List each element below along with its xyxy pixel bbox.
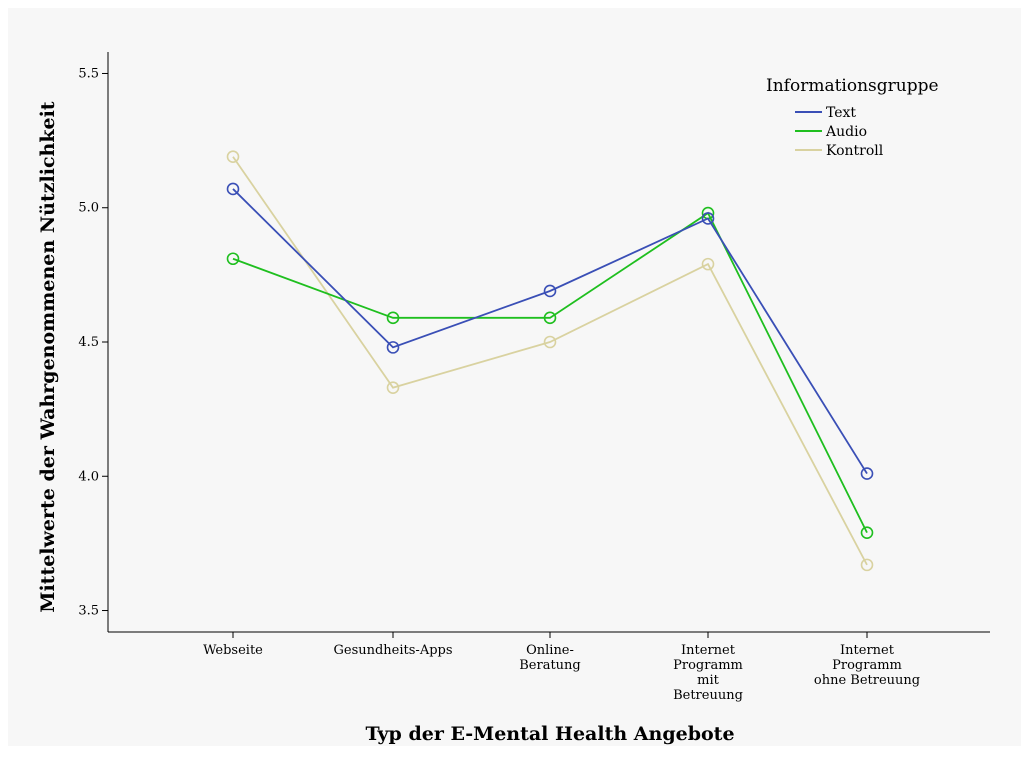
data-point [701, 212, 715, 225]
data-point [386, 311, 400, 325]
data-point [860, 526, 874, 539]
data-point [226, 150, 240, 164]
y-tick-label: 5.5 [78, 66, 99, 81]
y-tick-label: 3.5 [78, 604, 99, 619]
series-layer [226, 150, 874, 572]
y-tick-label: 5.0 [78, 201, 99, 216]
axes: 3.5 4.0 4.5 5.0 5.5 Webseite Gesundheits-Apps O… [78, 52, 990, 703]
data-point [226, 252, 240, 266]
x-tick-label: Internet Programm mit Betreuung [673, 643, 743, 703]
data-point [860, 467, 874, 480]
x-tick-label: Online-Beratung [519, 643, 581, 673]
x-tick-label: Internet Programm ohne Betreuung [814, 643, 920, 688]
legend-label: Kontroll [826, 143, 884, 159]
data-point [701, 257, 715, 271]
data-point [543, 311, 557, 325]
series-line [232, 188, 868, 475]
y-tick-label: 4.5 [78, 335, 99, 350]
series-text [226, 182, 874, 480]
data-point [543, 284, 557, 298]
legend: Informationsgruppe Text Audio Kontroll [766, 76, 939, 159]
data-point [860, 558, 874, 572]
y-tick-label: 4.0 [78, 469, 99, 484]
data-point [386, 381, 400, 394]
data-point [543, 335, 557, 349]
data-point [226, 182, 240, 196]
legend-item-kontroll: Kontroll [795, 143, 884, 159]
data-point [386, 341, 400, 354]
series-line [232, 156, 868, 566]
legend-label: Audio [825, 124, 867, 140]
x-tick-label: Gesundheits-Apps [333, 643, 452, 658]
x-tick-label: Webseite [203, 643, 263, 658]
legend-item-text: Text [795, 105, 856, 121]
legend-label: Text [826, 105, 856, 121]
legend-title: Informationsgruppe [766, 76, 939, 96]
y-axis-label: Mittelwerte der Wahrgenommenen Nützlichk… [37, 101, 59, 612]
chart-panel [8, 8, 1021, 746]
x-axis-label: Typ der E-Mental Health Angebote [365, 723, 734, 745]
legend-item-audio: Audio [795, 124, 867, 140]
series-kontroll [226, 150, 874, 572]
series-line [232, 211, 868, 534]
